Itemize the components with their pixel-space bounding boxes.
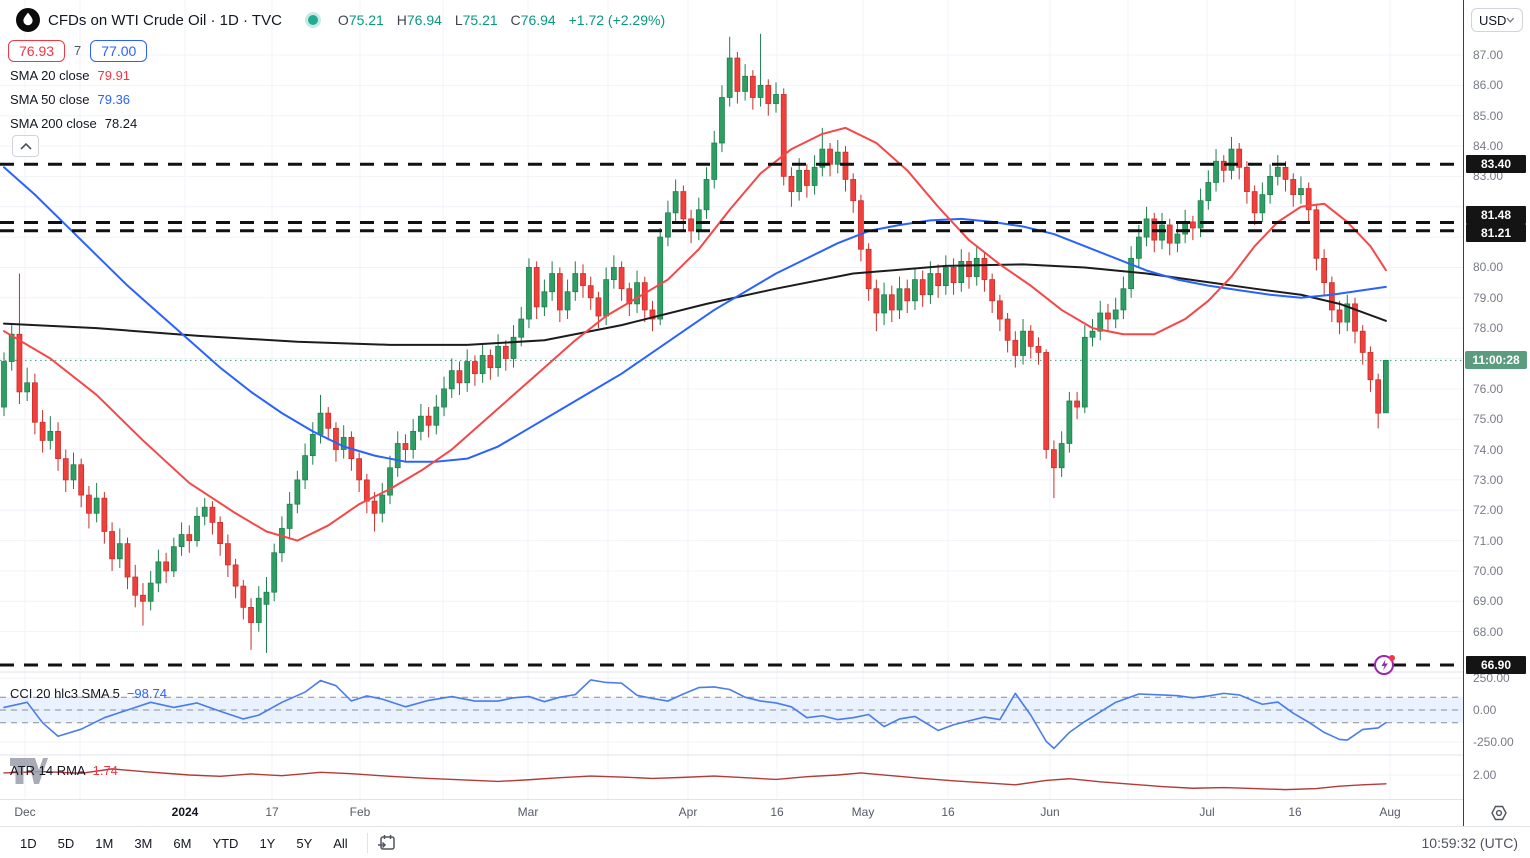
oil-symbol-icon [16,8,40,32]
cci-axis-label: 0.00 [1473,703,1497,717]
range-button-1y[interactable]: 1Y [250,832,284,855]
sma50-line [3,166,1387,463]
chevron-up-icon [19,142,32,150]
sma20-legend[interactable]: SMA 20 close 79.91 [10,68,131,83]
symbol-row[interactable]: CFDs on WTI Crude Oil · 1D · TVC O75.21 … [16,7,665,33]
atr-line [3,768,1387,791]
close-value: 76.94 [520,12,556,28]
toolbar-divider [366,833,368,853]
range-button-1d[interactable]: 1D [11,832,46,855]
price-level-label: 83.40 [1466,155,1526,174]
collapse-legend-button[interactable] [12,135,39,157]
low-value: 75.21 [462,12,498,28]
market-status-icon [304,12,321,28]
atr-value: 1.74 [92,763,118,778]
price-axis-label: 79.00 [1473,290,1504,305]
sma200-value: 78.24 [104,116,138,131]
cci-axis-label: -250.00 [1473,735,1514,749]
price-axis-label: 87.00 [1473,48,1504,62]
range-button-3m[interactable]: 3M [125,832,161,855]
time-axis-label: 16 [941,805,955,819]
range-button-ytd[interactable]: YTD [203,832,247,855]
price-level-label: 66.90 [1466,656,1526,675]
price-axis-label: 80.00 [1473,260,1504,275]
axis-settings-button[interactable] [1489,803,1509,823]
range-button-5d[interactable]: 5D [49,832,84,855]
sma20-line [3,126,1387,542]
price-level-label: 81.21 [1466,224,1526,242]
gear-icon [1491,805,1507,821]
time-axis-label: 16 [1288,805,1302,819]
time-axis[interactable]: Dec 2024 17 Feb Mar Apr 16 May 16 Jun Jul 16 Aug [0,800,1463,826]
time-axis-label: Mar [517,805,539,819]
atr-axis-label: 2.00 [1473,768,1497,782]
price-level-label: 81.48 [1466,206,1526,224]
range-button-6m[interactable]: 6M [164,832,200,855]
bid-button[interactable]: 76.93 [8,39,66,62]
cci-value: −98.74 [126,686,167,701]
price-axis-label: 69.00 [1473,594,1504,609]
countdown-label: 11:00:28 [1465,351,1527,370]
tradingview-watermark-icon [10,758,48,784]
sma20-value: 79.91 [97,68,131,83]
price-axis-label: 75.00 [1473,412,1504,427]
spread-value: 7 [74,43,82,58]
sma50-value: 79.36 [97,92,131,107]
open-value: 75.21 [348,12,384,28]
price-axis-label: 72.00 [1473,503,1504,518]
price-axis-label: 85.00 [1473,108,1504,123]
atr-legend[interactable]: ATR 14 RMA 1.74 [10,763,118,778]
price-axis-label: 76.00 [1473,381,1504,396]
price-axis-label: 86.00 [1473,78,1504,93]
time-axis-label: 2024 [171,805,199,819]
range-button-5y[interactable]: 5Y [287,832,321,855]
calendar-go-to-icon [377,835,395,850]
time-axis-label: Aug [1379,805,1401,819]
price-axis-label: 70.00 [1473,563,1504,578]
price-axis-label: 84.00 [1473,139,1504,154]
range-button-all[interactable]: All [324,832,356,855]
price-axis-label: 68.00 [1473,624,1504,639]
clock-utc[interactable]: 10:59:32 (UTC) [1421,835,1518,851]
alert-lightning-icon[interactable] [1372,652,1398,678]
time-axis-label: Feb [349,805,371,819]
price-axis-label: 74.00 [1473,442,1504,457]
ohlc-readout: O75.21 H76.94 L75.21 C76.94 +1.72 (+2.29… [337,12,666,28]
time-axis-label: Apr [678,805,698,819]
price-axis-label: 78.00 [1473,321,1504,336]
time-axis-label: Jul [1199,805,1215,819]
chart-canvas[interactable] [0,0,1463,800]
bottom-toolbar: 1D 5D 1M 3M 6M YTD 1Y 5Y All 10:59:32 (UTC) [0,826,1530,858]
range-button-1m[interactable]: 1M [86,832,122,855]
time-axis-label: Jun [1040,805,1060,819]
time-axis-label: 17 [265,805,279,819]
cci-band [0,696,1463,724]
grid-layer [0,0,1463,800]
high-value: 76.94 [406,12,442,28]
bid-ask-row: 76.93 7 77.00 [8,38,148,63]
cci-axis-label: 250.00 [1473,671,1510,685]
time-axis-label: May [851,805,875,819]
symbol-title[interactable]: CFDs on WTI Crude Oil · 1D · TVC [48,11,282,29]
cci-line [3,679,1387,750]
sma200-line [3,263,1387,346]
price-axis-label: 71.00 [1473,533,1504,548]
price-axis-label: 73.00 [1473,472,1504,487]
level-lines [0,162,1463,667]
candlestick-layer [1,33,1389,653]
cci-legend[interactable]: CCI 20 hlc3 SMA 5 −98.74 [10,686,167,701]
sma200-legend[interactable]: SMA 200 close 78.24 [10,116,138,131]
chevron-down-icon [1506,17,1515,23]
go-to-date-button[interactable] [376,832,398,854]
ask-button[interactable]: 77.00 [90,39,148,62]
sma50-legend[interactable]: SMA 50 close 79.36 [10,92,131,107]
time-axis-label: 16 [770,805,784,819]
change-value: +1.72 (+2.29%) [568,12,666,28]
price-axis[interactable]: USD 87.00 86.00 85.00 84.00 83.00 80.00 79.00 7… [1463,0,1530,826]
time-axis-label: Dec [14,805,36,819]
currency-selector[interactable]: USD [1471,8,1523,32]
